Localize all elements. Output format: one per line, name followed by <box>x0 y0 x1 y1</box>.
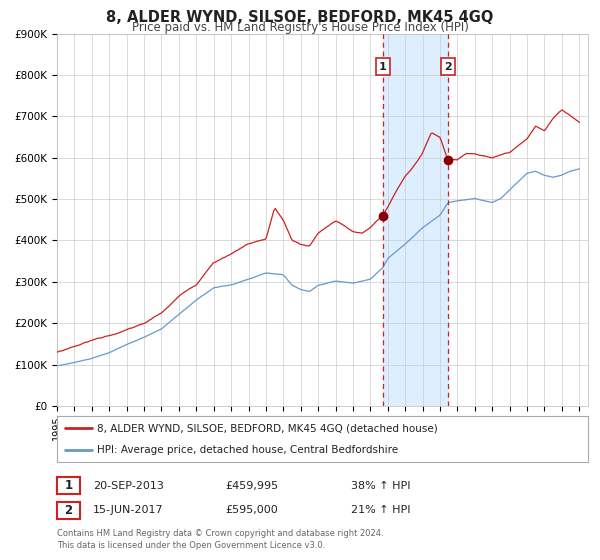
Text: 1: 1 <box>379 62 387 72</box>
Text: This data is licensed under the Open Government Licence v3.0.: This data is licensed under the Open Gov… <box>57 541 325 550</box>
Text: 20-SEP-2013: 20-SEP-2013 <box>93 480 164 491</box>
Text: 21% ↑ HPI: 21% ↑ HPI <box>351 505 410 515</box>
Text: 2: 2 <box>444 62 452 72</box>
Text: HPI: Average price, detached house, Central Bedfordshire: HPI: Average price, detached house, Cent… <box>97 445 398 455</box>
Text: 8, ALDER WYND, SILSOE, BEDFORD, MK45 4GQ (detached house): 8, ALDER WYND, SILSOE, BEDFORD, MK45 4GQ… <box>97 423 437 433</box>
Text: 2: 2 <box>64 503 73 517</box>
Text: 38% ↑ HPI: 38% ↑ HPI <box>351 480 410 491</box>
Bar <box>383 34 448 406</box>
Text: £595,000: £595,000 <box>225 505 278 515</box>
Text: Price paid vs. HM Land Registry's House Price Index (HPI): Price paid vs. HM Land Registry's House … <box>131 21 469 34</box>
Text: Contains HM Land Registry data © Crown copyright and database right 2024.: Contains HM Land Registry data © Crown c… <box>57 529 383 538</box>
Text: 1: 1 <box>64 479 73 492</box>
Text: 15-JUN-2017: 15-JUN-2017 <box>93 505 164 515</box>
Text: £459,995: £459,995 <box>225 480 278 491</box>
Text: 8, ALDER WYND, SILSOE, BEDFORD, MK45 4GQ: 8, ALDER WYND, SILSOE, BEDFORD, MK45 4GQ <box>106 10 494 25</box>
